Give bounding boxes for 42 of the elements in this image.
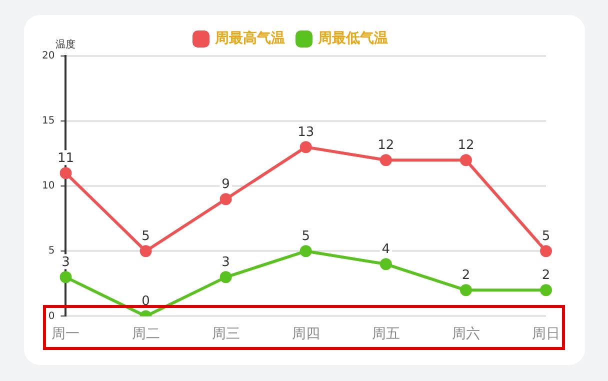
legend-label: 周最低气温 [317, 30, 388, 47]
point [380, 154, 392, 166]
point [60, 271, 72, 284]
data-label: 12 [378, 138, 394, 153]
y-axis-title: 温度 [56, 38, 76, 51]
x-tick-label: 周日 [532, 326, 560, 342]
data-label: 3 [62, 255, 70, 270]
point [220, 271, 232, 284]
data-label: 12 [458, 138, 474, 153]
data-label: 4 [382, 242, 390, 258]
point [60, 167, 72, 180]
point [300, 245, 312, 258]
data-label: 2 [462, 268, 470, 284]
x-tick-label: 周五 [372, 326, 400, 342]
point [460, 284, 472, 296]
data-label: 13 [298, 124, 314, 140]
x-tick-label: 周一 [52, 326, 80, 342]
data-label: 5 [302, 229, 310, 244]
y-tick-label: 5 [48, 246, 55, 257]
point [220, 193, 232, 206]
y-tick-label: 15 [42, 116, 55, 127]
data-label: 0 [142, 294, 150, 310]
x-tick-label: 周四 [292, 326, 320, 342]
data-label: 5 [142, 229, 150, 244]
data-label: 3 [222, 255, 230, 270]
data-label: 5 [542, 229, 550, 244]
point [380, 258, 392, 270]
x-tick-label: 周六 [452, 326, 480, 342]
x-tick-label: 周三 [212, 326, 240, 342]
point [300, 141, 312, 154]
data-label: 2 [542, 268, 550, 284]
x-tick-label: 周二 [132, 326, 160, 342]
point [540, 245, 552, 258]
y-tick-label: 10 [42, 180, 55, 192]
point [540, 284, 552, 296]
data-label: 11 [57, 150, 74, 166]
y-tick-label: 20 [42, 50, 55, 62]
point [140, 245, 152, 258]
point [460, 154, 472, 166]
data-label: 9 [222, 176, 230, 192]
legend-label: 周最高气温 [214, 30, 285, 47]
y-tick-label: 0 [48, 310, 55, 322]
